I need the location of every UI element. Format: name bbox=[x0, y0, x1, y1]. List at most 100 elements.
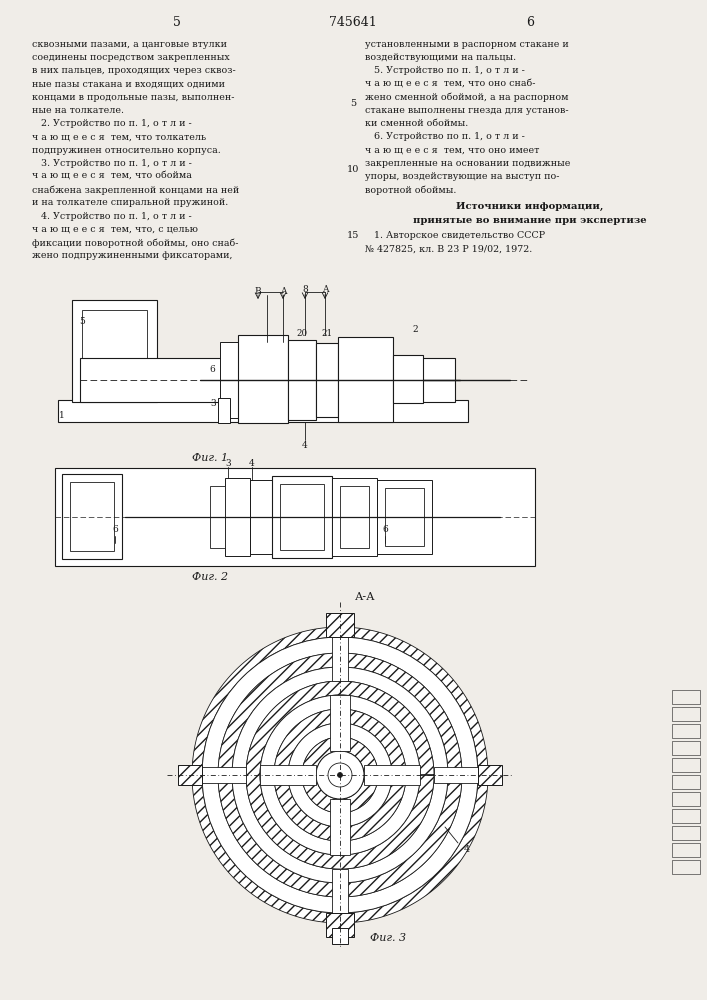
Text: ные пазы стакана и входящих одними: ные пазы стакана и входящих одними bbox=[32, 80, 225, 89]
Text: снабжена закрепленной концами на ней: снабжена закрепленной концами на ней bbox=[32, 185, 239, 195]
Bar bbox=[332, 928, 348, 944]
Bar bbox=[82, 310, 147, 392]
Text: 6: 6 bbox=[382, 526, 388, 534]
Bar bbox=[80, 358, 455, 402]
Text: стакане выполнены гнезда для установ-: стакане выполнены гнезда для установ- bbox=[365, 106, 568, 115]
Bar bbox=[58, 400, 468, 422]
Polygon shape bbox=[260, 765, 316, 785]
Text: воздействующими на пальцы.: воздействующими на пальцы. bbox=[365, 53, 516, 62]
Text: 745641: 745641 bbox=[329, 15, 377, 28]
Text: жено сменной обоймой, а на распорном: жено сменной обоймой, а на распорном bbox=[365, 93, 568, 102]
Bar bbox=[72, 300, 157, 402]
Text: закрепленные на основании подвижные: закрепленные на основании подвижные bbox=[365, 159, 571, 168]
Bar bbox=[672, 724, 700, 738]
Polygon shape bbox=[246, 681, 434, 869]
Text: 4: 4 bbox=[464, 846, 470, 854]
Bar bbox=[220, 342, 238, 418]
Polygon shape bbox=[302, 737, 378, 813]
Polygon shape bbox=[326, 613, 354, 637]
Text: в них пальцев, проходящих через сквоз-: в них пальцев, проходящих через сквоз- bbox=[32, 66, 235, 75]
Bar bbox=[210, 486, 225, 548]
Bar bbox=[250, 480, 272, 554]
Polygon shape bbox=[330, 695, 350, 751]
Bar bbox=[672, 809, 700, 823]
Bar bbox=[672, 690, 700, 704]
Text: 4: 4 bbox=[302, 440, 308, 450]
Text: B: B bbox=[255, 288, 262, 296]
Polygon shape bbox=[434, 767, 478, 783]
Text: 4: 4 bbox=[249, 460, 255, 468]
Text: 8: 8 bbox=[302, 284, 308, 294]
Text: 21: 21 bbox=[322, 328, 332, 338]
Circle shape bbox=[337, 772, 342, 778]
Bar bbox=[393, 355, 423, 403]
Text: фиксации поворотной обоймы, оно снаб-: фиксации поворотной обоймы, оно снаб- bbox=[32, 238, 238, 247]
Bar bbox=[385, 488, 424, 546]
Text: ч а ю щ е е с я  тем, что оно снаб-: ч а ю щ е е с я тем, что оно снаб- bbox=[365, 80, 535, 89]
Text: 20: 20 bbox=[296, 328, 308, 338]
Circle shape bbox=[232, 667, 448, 883]
Text: ч а ю щ е е с я  тем, что, с целью: ч а ю щ е е с я тем, что, с целью bbox=[32, 225, 198, 234]
Text: Фиг. 2: Фиг. 2 bbox=[192, 572, 228, 582]
Bar bbox=[62, 474, 122, 559]
Text: 4. Устройство по п. 1, о т л и -: 4. Устройство по п. 1, о т л и - bbox=[32, 212, 192, 221]
Bar bbox=[316, 343, 338, 417]
Text: ч а ю щ е е с я  тем, что обойма: ч а ю щ е е с я тем, что обойма bbox=[32, 172, 192, 181]
Polygon shape bbox=[364, 765, 420, 785]
Text: установленными в распорном стакане и: установленными в распорном стакане и bbox=[365, 40, 568, 49]
Text: 5: 5 bbox=[173, 15, 181, 28]
Text: ч а ю щ е е с я  тем, что оно имеет: ч а ю щ е е с я тем, что оно имеет bbox=[365, 146, 539, 155]
Text: жено подпружиненными фиксаторами,: жено подпружиненными фиксаторами, bbox=[32, 251, 233, 260]
Text: 15: 15 bbox=[347, 231, 359, 240]
Text: ч а ю щ е е с я  тем, что толкатель: ч а ю щ е е с я тем, что толкатель bbox=[32, 132, 206, 141]
Circle shape bbox=[316, 751, 364, 799]
Polygon shape bbox=[192, 627, 488, 923]
Bar bbox=[340, 486, 369, 548]
Text: принятые во внимание при экспертизе: принятые во внимание при экспертизе bbox=[413, 216, 647, 225]
Bar bbox=[218, 398, 230, 423]
Text: 1: 1 bbox=[59, 410, 65, 420]
Bar bbox=[672, 758, 700, 772]
Text: 2. Устройство по п. 1, о т л и -: 2. Устройство по п. 1, о т л и - bbox=[32, 119, 192, 128]
Polygon shape bbox=[218, 653, 462, 897]
Text: 6: 6 bbox=[209, 364, 215, 373]
Bar bbox=[672, 775, 700, 789]
Bar bbox=[70, 482, 114, 551]
Bar bbox=[672, 826, 700, 840]
Bar bbox=[332, 478, 377, 556]
Polygon shape bbox=[478, 765, 502, 785]
Bar bbox=[377, 480, 432, 554]
Text: воротной обоймы.: воротной обоймы. bbox=[365, 185, 457, 195]
Text: 5: 5 bbox=[79, 318, 85, 326]
Circle shape bbox=[328, 763, 352, 787]
Bar bbox=[672, 860, 700, 874]
Polygon shape bbox=[332, 637, 348, 681]
Text: Источники информации,: Источники информации, bbox=[456, 202, 604, 211]
Bar bbox=[672, 741, 700, 755]
Text: 3: 3 bbox=[226, 460, 230, 468]
Bar bbox=[280, 484, 324, 550]
Text: концами в продольные пазы, выполнен-: концами в продольные пазы, выполнен- bbox=[32, 93, 235, 102]
Text: А-А: А-А bbox=[355, 592, 375, 602]
Circle shape bbox=[202, 637, 478, 913]
Circle shape bbox=[260, 695, 420, 855]
Text: и на толкателе спиральной пружиной.: и на толкателе спиральной пружиной. bbox=[32, 198, 228, 207]
Text: 6: 6 bbox=[112, 526, 118, 534]
Text: сквозными пазами, а цанговые втулки: сквозными пазами, а цанговые втулки bbox=[32, 40, 227, 49]
Text: ные на толкателе.: ные на толкателе. bbox=[32, 106, 124, 115]
Bar bbox=[672, 792, 700, 806]
Polygon shape bbox=[332, 869, 348, 913]
Bar bbox=[288, 340, 316, 420]
Bar bbox=[238, 335, 288, 423]
Text: A: A bbox=[280, 288, 286, 296]
Text: 6: 6 bbox=[526, 15, 534, 28]
Text: Фиг. 3: Фиг. 3 bbox=[370, 933, 406, 943]
Polygon shape bbox=[274, 709, 406, 841]
Circle shape bbox=[246, 681, 434, 869]
Circle shape bbox=[218, 653, 462, 897]
Text: 1. Авторское свидетельство СССР: 1. Авторское свидетельство СССР bbox=[365, 231, 545, 240]
Text: 2: 2 bbox=[412, 326, 418, 334]
Polygon shape bbox=[330, 799, 350, 855]
Circle shape bbox=[274, 709, 406, 841]
Text: Фиг. 1: Фиг. 1 bbox=[192, 453, 228, 463]
